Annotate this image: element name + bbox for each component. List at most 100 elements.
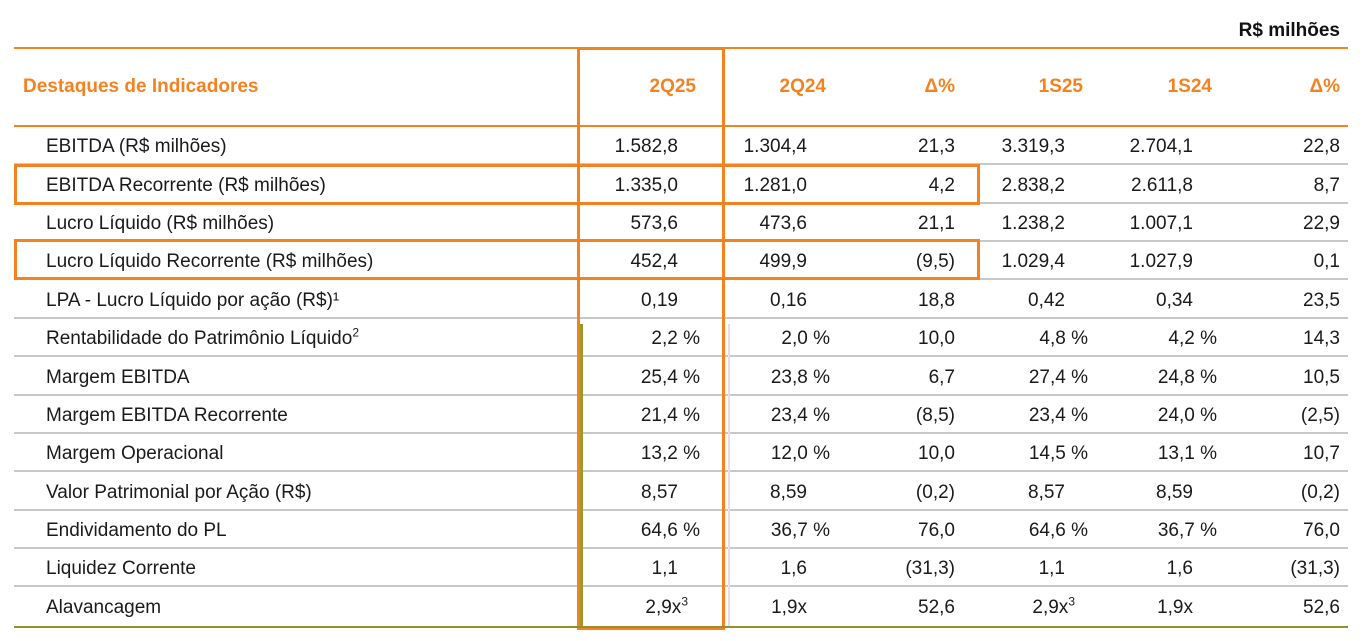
cell-1s25: 64,6 % — [978, 520, 1088, 542]
cell-delta-quarter: 10,0 — [845, 443, 955, 465]
cell-2q24: 1.281,0 — [697, 175, 807, 197]
footnote-marker: 3 — [681, 594, 688, 609]
cell-value: (0,2) — [915, 482, 955, 503]
row-label-text: Margem Operacional — [46, 443, 224, 464]
table-row: Rentabilidade do Patrimônio Líquido2 2,2 … — [0, 319, 1366, 357]
cell-value: 14,3 — [1303, 328, 1340, 349]
cell-delta-quarter: 10,0 — [845, 328, 955, 350]
cell-2q25: 2,2 % — [590, 328, 700, 350]
row-label-text: Margem EBITDA Recorrente — [46, 405, 288, 426]
cell-value: 22,8 — [1303, 136, 1340, 157]
cell-value: 1,1 — [1038, 558, 1065, 579]
bottom-rule — [14, 626, 1348, 628]
cell-value: (8,5) — [915, 405, 955, 426]
cell-delta-quarter: (31,3) — [845, 558, 955, 580]
cell-value: 64,6 % — [640, 520, 700, 541]
cell-2q25: 1,1 — [568, 558, 678, 580]
cell-delta-quarter: 21,1 — [845, 213, 955, 235]
cell-1s24: 1.007,1 — [1083, 213, 1193, 235]
cell-2q25: 25,4 % — [590, 367, 700, 389]
col-header-2q24: 2Q24 — [779, 76, 826, 97]
cell-2q25: 8,57 — [568, 482, 678, 504]
cell-2q25: 0,19 — [568, 290, 678, 312]
cell-value: 3.319,3 — [1001, 136, 1065, 157]
row-separator — [14, 470, 1348, 472]
row-label: Endividamento do PL — [46, 520, 227, 542]
cell-1s24: 2.611,8 — [1083, 175, 1193, 197]
cell-value: 10,5 — [1303, 367, 1340, 388]
cell-value: 13,1 % — [1157, 443, 1217, 464]
cell-delta-semester: (2,5) — [1230, 405, 1340, 427]
cell-2q24: 1,6 — [697, 558, 807, 580]
cell-value: 2.838,2 — [1001, 175, 1065, 196]
cell-value: 24,0 % — [1157, 405, 1217, 426]
cell-value: 2.704,1 — [1129, 136, 1193, 157]
cell-value: 25,4 % — [640, 367, 700, 388]
cell-value: 1.238,2 — [1001, 213, 1065, 234]
row-label-text: Valor Patrimonial por Ação (R$) — [46, 482, 312, 503]
cell-1s25: 1.238,2 — [955, 213, 1065, 235]
cell-1s24: 1,6 — [1083, 558, 1193, 580]
row-separator — [14, 317, 1348, 319]
cell-value: 6,7 — [928, 367, 955, 388]
row-separator — [14, 432, 1348, 434]
cell-value: 499,9 — [759, 251, 807, 272]
cell-value: 10,7 — [1303, 443, 1340, 464]
cell-delta-quarter: 6,7 — [845, 367, 955, 389]
cell-1s25: 2,9x3 — [965, 596, 1075, 619]
unit-label: R$ milhões — [1238, 20, 1340, 41]
cell-2q24: 499,9 — [697, 251, 807, 273]
cell-value: 21,4 % — [640, 405, 700, 426]
cell-value: 8,57 — [641, 482, 678, 503]
row-label: Margem EBITDA Recorrente — [46, 405, 288, 427]
cell-1s24: 36,7 % — [1107, 520, 1217, 542]
cell-2q25: 1.582,8 — [568, 136, 678, 158]
cell-value: 21,3 — [918, 136, 955, 157]
cell-2q24: 1.304,4 — [697, 136, 807, 158]
column-guide-olive — [580, 324, 583, 626]
cell-1s25: 0,42 — [955, 290, 1065, 312]
table-row: Margem EBITDA Recorrente 21,4 % 23,4 % (8,5… — [0, 396, 1366, 434]
col-header-1s24: 1S24 — [1167, 76, 1212, 97]
cell-delta-quarter: (9,5) — [845, 251, 955, 273]
cell-value: 1.281,0 — [743, 175, 807, 196]
cell-delta-semester: (31,3) — [1230, 558, 1340, 580]
cell-value: 8,59 — [770, 482, 807, 503]
row-label-text: LPA - Lucro Líquido por ação (R$)¹ — [46, 290, 340, 311]
cell-value: (31,3) — [905, 558, 955, 579]
cell-delta-semester: 0,1 — [1230, 251, 1340, 273]
cell-1s25: 1,1 — [955, 558, 1065, 580]
cell-2q25: 13,2 % — [590, 443, 700, 465]
cell-value: 21,1 — [918, 213, 955, 234]
cell-value: 24,8 % — [1157, 367, 1217, 388]
cell-value: 22,9 — [1303, 213, 1340, 234]
cell-2q24: 36,7 % — [720, 520, 830, 542]
row-label-text: EBITDA Recorrente (R$ milhões) — [46, 175, 326, 196]
col-header-delta-semester: Δ% — [1309, 76, 1340, 97]
table-row: Valor Patrimonial por Ação (R$) 8,57 8,59 (… — [0, 473, 1366, 511]
cell-value: 2,9x — [1032, 597, 1069, 618]
cell-value: 4,8 % — [1039, 328, 1088, 349]
cell-2q25: 21,4 % — [590, 405, 700, 427]
cell-value: 12,0 % — [770, 443, 830, 464]
cell-2q24: 12,0 % — [720, 443, 830, 465]
cell-value: 1,9x — [771, 597, 807, 618]
cell-delta-quarter: 76,0 — [845, 520, 955, 542]
cell-value: 27,4 % — [1028, 367, 1088, 388]
row-label: EBITDA (R$ milhões) — [46, 136, 227, 158]
cell-1s24: 4,2 % — [1107, 328, 1217, 350]
cell-value: 14,5 % — [1028, 443, 1088, 464]
cell-1s25: 8,57 — [955, 482, 1065, 504]
cell-value: 8,57 — [1028, 482, 1065, 503]
cell-1s25: 1.029,4 — [955, 251, 1065, 273]
cell-2q24: 23,8 % — [720, 367, 830, 389]
cell-2q24: 1,9x — [697, 597, 807, 619]
footnote-marker: 2 — [352, 325, 360, 340]
header-title: Destaques de Indicadores — [23, 76, 259, 97]
cell-delta-semester: 14,3 — [1230, 328, 1340, 350]
cell-value: 76,0 — [1303, 520, 1340, 541]
cell-value: 2,9x — [645, 597, 682, 618]
cell-value: 473,6 — [759, 213, 807, 234]
cell-delta-semester: 8,7 — [1230, 175, 1340, 197]
row-label-text: Lucro Líquido Recorrente (R$ milhões) — [46, 251, 374, 272]
